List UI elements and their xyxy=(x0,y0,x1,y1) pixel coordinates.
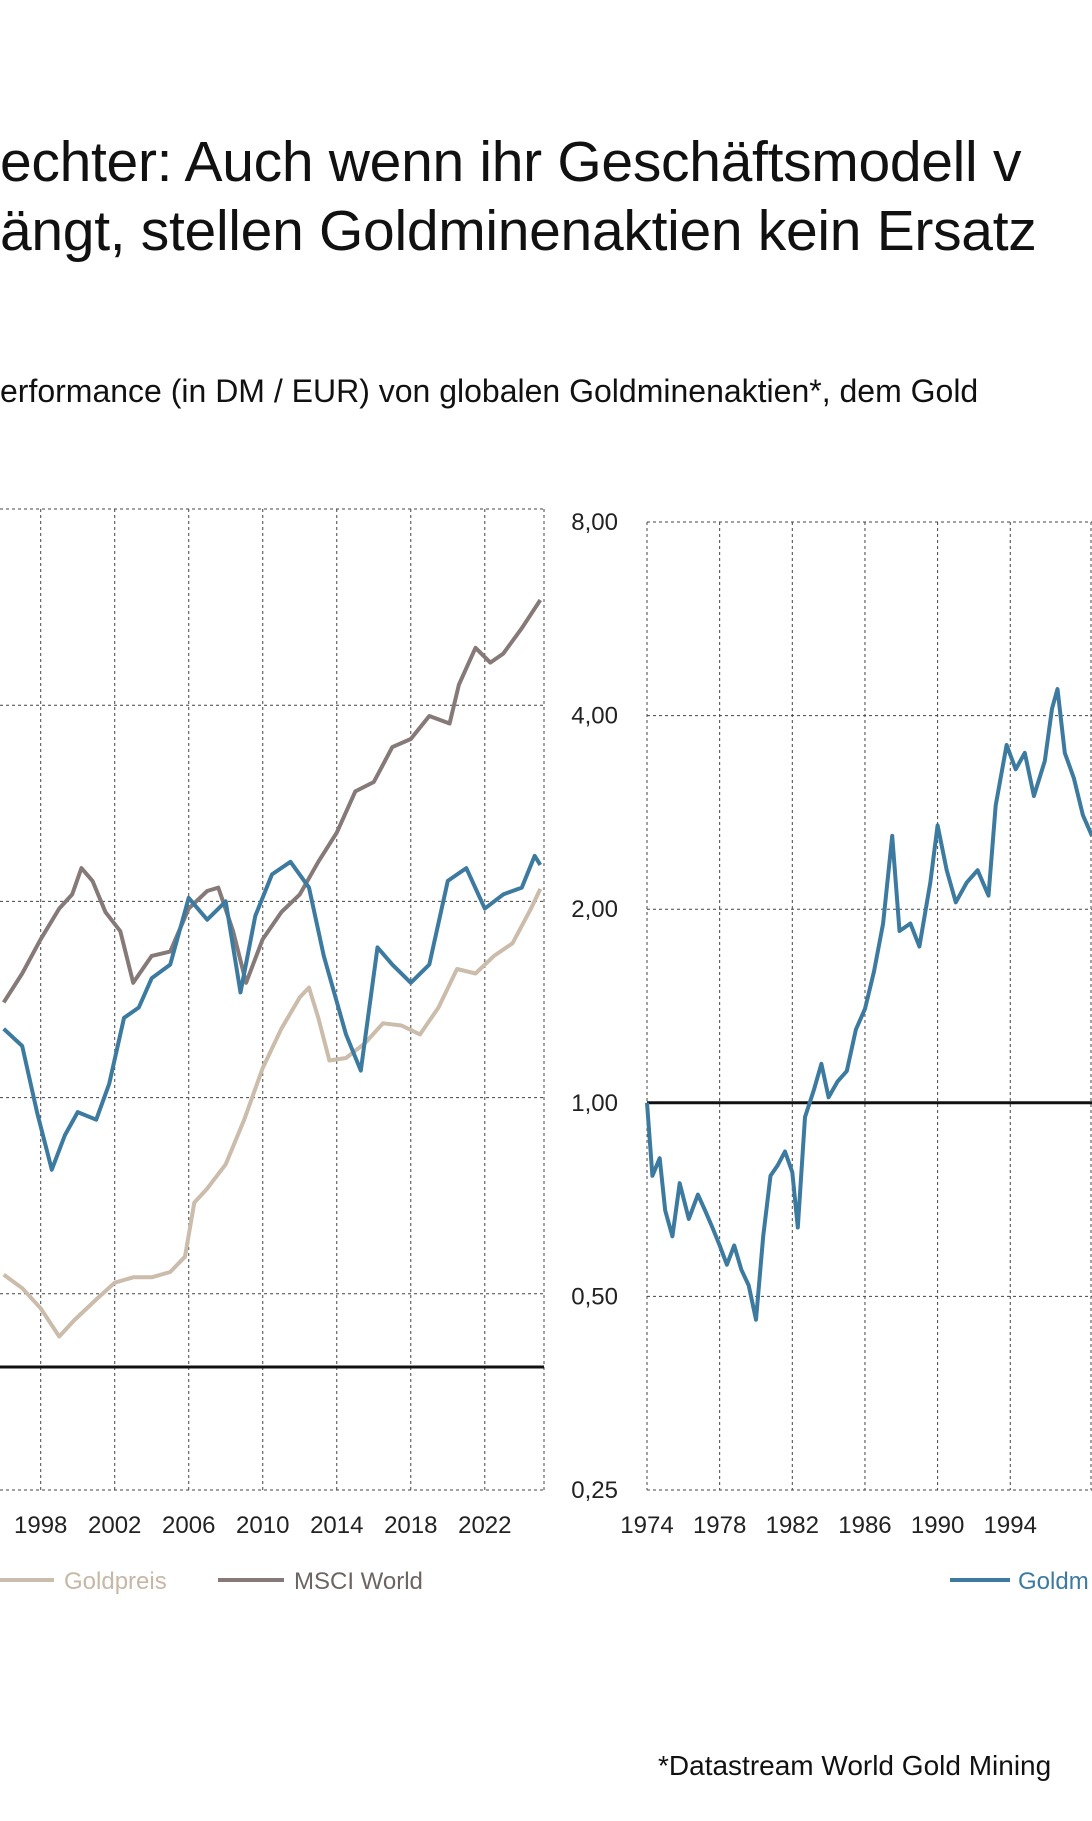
left-x-tick-label-0: 1998 xyxy=(14,1512,67,1539)
right-x-tick-label-5: 1994 xyxy=(984,1512,1037,1539)
left-series-2 xyxy=(2,853,543,1172)
right-y-tick-label-0: 0,25 xyxy=(571,1477,618,1504)
left-x-tick-label-6: 2022 xyxy=(458,1512,511,1539)
right-series-0 xyxy=(645,687,1092,1322)
right-x-tick-label-2: 1982 xyxy=(766,1512,819,1539)
left-legend-label-1: MSCI World xyxy=(294,1568,423,1595)
left-x-tick-label-1: 2002 xyxy=(88,1512,141,1539)
right-x-tick-label-1: 1978 xyxy=(693,1512,746,1539)
source-footnote: *Datastream World Gold Mining xyxy=(658,1750,1052,1781)
right-chart-panel: 0,25 0,50 1,00 2,00 4,00 8,00 1974 1978 1982 1986… xyxy=(571,509,1092,1595)
right-y-tick-label-1: 0,50 xyxy=(571,1283,618,1310)
left-legend-label-0: Goldpreis xyxy=(64,1568,167,1595)
left-series-0 xyxy=(2,888,543,1339)
right-y-tick-label-2: 1,00 xyxy=(571,1090,618,1117)
left-x-tick-label-5: 2018 xyxy=(384,1512,437,1539)
chart-subtitle: erformance (in DM / EUR) von globalen Go… xyxy=(0,373,979,409)
right-x-tick-label-4: 1990 xyxy=(911,1512,964,1539)
right-x-tick-label-0: 1974 xyxy=(620,1512,673,1539)
right-legend-label-0: Goldm xyxy=(1018,1568,1089,1595)
right-y-tick-label-5: 8,00 xyxy=(571,509,618,536)
left-series-1 xyxy=(2,598,542,1004)
right-y-tick-label-3: 2,00 xyxy=(571,896,618,923)
chart-title-line-2: ängt, stellen Goldminenaktien kein Ersat… xyxy=(0,199,1037,263)
left-x-tick-label-2: 2006 xyxy=(162,1512,215,1539)
right-x-tick-label-3: 1986 xyxy=(838,1512,891,1539)
left-chart-panel: 1998 2002 2006 2010 2014 2018 2022 Goldpreis MSC… xyxy=(0,508,545,1595)
left-x-tick-label-3: 2010 xyxy=(236,1512,289,1539)
right-y-tick-label-4: 4,00 xyxy=(571,703,618,730)
left-x-tick-label-4: 2014 xyxy=(310,1512,363,1539)
chart-title-line-1: echter: Auch wenn ihr Geschäftsmodell v xyxy=(0,130,1022,194)
